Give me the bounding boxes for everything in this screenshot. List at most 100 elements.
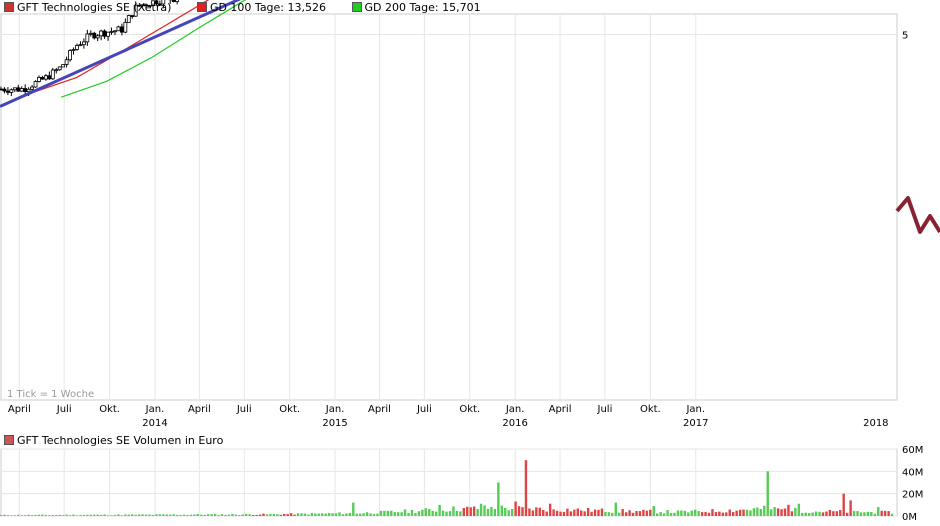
candle: [71, 47, 76, 55]
volume-bar: [849, 500, 852, 516]
volume-bar: [431, 510, 434, 516]
volume-bar: [783, 508, 787, 516]
volume-bar: [213, 513, 217, 516]
volume-bar: [51, 514, 55, 516]
volume-bar: [507, 510, 510, 516]
volume-bar: [276, 514, 279, 516]
volume-bar: [735, 510, 738, 516]
legend-item-price: GFT Technologies SE (Xetra): [4, 1, 171, 14]
volume-bar: [576, 508, 579, 516]
volume-bar: [96, 514, 99, 516]
candle: [171, 0, 176, 3]
volume-bar: [324, 513, 327, 516]
volume-bar: [186, 514, 189, 516]
candle: [95, 33, 100, 42]
price-panel: April Juli Okt. Jan. April Juli Okt. Jan. April J…: [0, 0, 940, 429]
volume-bar: [704, 511, 707, 516]
volume-bar: [300, 513, 303, 516]
volume-bar: [573, 509, 576, 516]
candle-body: [68, 50, 72, 61]
x-month-tick-label: Jan.: [145, 404, 165, 415]
volume-bar: [673, 512, 676, 516]
candle-body: [85, 33, 90, 43]
volume-bar: [586, 508, 590, 516]
volume-bar: [566, 508, 569, 516]
candle-body: [130, 15, 135, 17]
candle-body: [40, 76, 45, 80]
candle: [47, 71, 52, 80]
volume-bar: [614, 502, 617, 516]
candle-body: [54, 69, 59, 72]
volume-bar: [30, 515, 34, 516]
volume-bar: [148, 514, 151, 516]
volume-bar: [227, 514, 231, 516]
x-year-tick-label: 2015: [322, 418, 347, 429]
candle: [102, 29, 107, 39]
volume-bar: [756, 507, 759, 516]
volume-bar: [814, 511, 818, 516]
volume-bar: [597, 509, 600, 516]
volume-bar: [396, 512, 400, 516]
volume-bar: [245, 513, 248, 516]
volume-bar: [490, 506, 493, 516]
volume-bar: [887, 511, 890, 516]
legend-item-gd200: GD 200 Tage: 15,701: [351, 1, 481, 14]
volume-legend-label: GFT Technologies SE Volumen in Euro: [17, 434, 224, 447]
candle: [168, 0, 173, 4]
candle: [154, 0, 159, 6]
x-month-tick-label: Okt.: [99, 404, 120, 415]
volume-bar: [175, 514, 179, 516]
volume-bar: [845, 512, 849, 516]
candle-body: [81, 41, 86, 46]
volume-bar: [137, 514, 141, 516]
candle-body: [64, 59, 69, 65]
x-month-tick-label: Jan.: [685, 404, 705, 415]
volume-bar: [718, 511, 721, 516]
legend-swatch-price: [4, 2, 14, 12]
volume-bar: [531, 510, 535, 516]
x-year-tick-label: 2018: [863, 418, 888, 429]
volume-bar: [34, 514, 37, 516]
volume-bar: [593, 509, 597, 516]
volume-bar: [801, 512, 804, 516]
volume-bar: [193, 514, 196, 516]
volume-bar: [476, 508, 479, 516]
candle-body: [133, 4, 138, 17]
candle-body: [119, 26, 124, 33]
volume-bar: [207, 514, 210, 516]
candle: [116, 25, 121, 32]
candle: [61, 64, 66, 68]
volume-bar: [65, 514, 68, 516]
volume-bar: [86, 514, 89, 516]
candle: [57, 66, 62, 71]
candle-body: [123, 21, 128, 33]
volume-bar: [631, 512, 635, 516]
gd200-line: [61, 0, 247, 98]
candle: [2, 87, 7, 94]
volume-bar: [462, 508, 466, 516]
volume-bar: [600, 508, 604, 516]
tick-interval-note: 1 Tick = 1 Woche: [7, 389, 95, 400]
volume-bar: [172, 514, 175, 516]
volume-bar: [220, 514, 224, 516]
candle-body: [88, 32, 93, 35]
volume-bar: [151, 514, 155, 516]
volume-bar: [794, 507, 797, 516]
volume-bar: [283, 513, 286, 516]
candle: [54, 67, 59, 74]
candle-body: [2, 88, 7, 92]
candle: [175, 0, 180, 5]
volume-bar: [144, 514, 148, 516]
volume-bar: [607, 512, 611, 516]
volume-bar: [493, 508, 497, 516]
volume-bar: [441, 510, 445, 516]
x-month-tick-label: Jan.: [325, 404, 345, 415]
volume-bar: [728, 509, 731, 516]
legend-swatch-gd100: [196, 2, 207, 12]
volume-bar: [510, 508, 514, 516]
volume-bar: [624, 512, 628, 516]
volume-bar: [0, 514, 3, 516]
price-legend: GFT Technologies SE (Xetra) GD 100 Tage:…: [4, 1, 503, 14]
volume-bar: [390, 510, 393, 516]
